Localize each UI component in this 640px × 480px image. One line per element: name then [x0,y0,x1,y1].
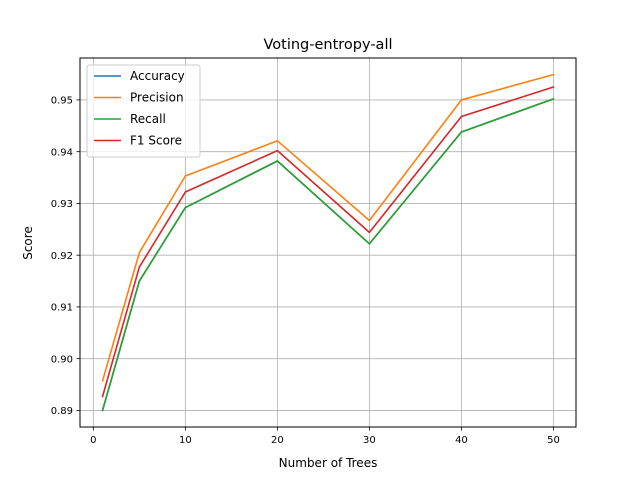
x-tick-label: 40 [455,435,468,446]
y-tick-label: 0.94 [51,147,73,158]
y-tick-label: 0.93 [51,199,73,210]
legend-label-accuracy: Accuracy [130,69,185,83]
x-tick-label: 10 [179,435,192,446]
x-tick-label: 50 [547,435,560,446]
series-line-recall [101,97,555,412]
series-lines [101,73,555,412]
y-tick-label: 0.90 [51,354,73,365]
x-axis-label: Number of Trees [279,456,378,470]
legend-box [86,64,201,158]
legend: Accuracy Precision Recall F1 Score [86,64,201,158]
series-line-precision [101,73,555,382]
series-line-f1-score [101,85,555,398]
grid [80,58,576,427]
x-tick-label: 30 [363,435,376,446]
y-tick-label: 0.95 [51,96,73,107]
x-tick-label: 0 [90,435,96,446]
axis-ticks: 0 10 20 30 40 50 0.89 0.90 0.91 0.92 0.93 0.94 0.95 [51,96,560,446]
x-tick-label: 20 [271,435,284,446]
y-axis-label: Score [21,226,35,260]
chart-title: Voting-entropy-all [263,37,392,53]
y-tick-label: 0.89 [51,406,73,417]
plot-frame [79,57,577,428]
legend-label-f1-score: F1 Score [130,134,182,148]
y-tick-label: 0.92 [51,251,73,262]
y-tick-label: 0.91 [51,303,73,314]
legend-label-precision: Precision [130,91,184,105]
legend-label-recall: Recall [130,112,166,126]
